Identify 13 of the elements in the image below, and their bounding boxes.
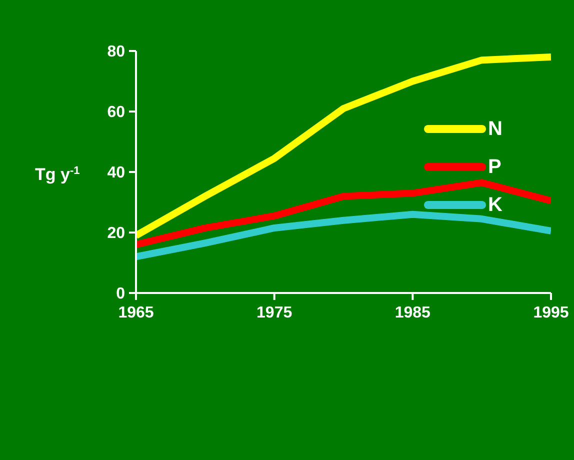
legend-label: K [488,194,502,216]
y-tick-label: 80 [107,44,126,61]
x-tick-label: 1975 [256,304,292,322]
legend-label: P [488,156,502,178]
y-axis-title: Tg y$^{-1}$ [35,165,80,184]
y-tick-label: 60 [107,104,126,122]
x-tick-label: 1995 [533,304,569,322]
y-tick-label: 0 [116,286,126,303]
x-tick-label: 1965 [118,304,154,322]
legend-label: N [488,118,502,140]
x-tick-label: 1985 [394,304,431,322]
y-tick-label: 40 [107,164,126,182]
y-tick-label: 20 [107,225,126,242]
